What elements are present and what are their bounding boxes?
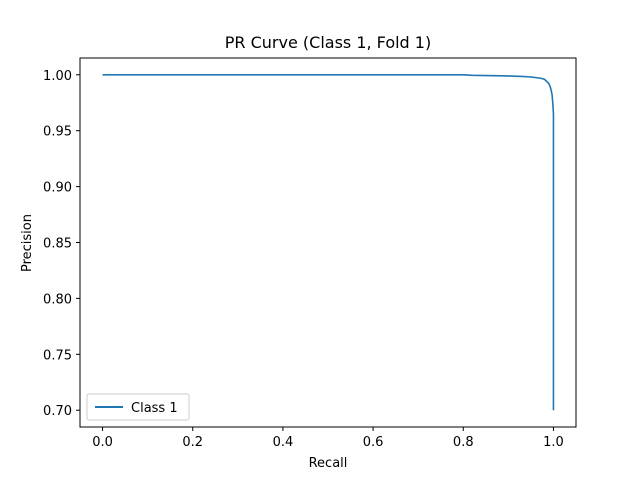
x-tick-label: 0.4 — [273, 435, 294, 450]
legend-label-class-1: Class 1 — [131, 401, 178, 416]
y-tick-label: 0.75 — [43, 348, 72, 363]
series-layer — [102, 73, 555, 411]
legend: Class 1 — [86, 393, 190, 421]
plot-area: 0.0 0.2 0.4 0.6 0.8 1.0 0.700.750.800.850.900… — [43, 57, 577, 450]
x-tick-label: 0.8 — [453, 435, 474, 450]
y-tick-label: 1.00 — [43, 69, 72, 84]
y-tick-label: 0.90 — [43, 181, 72, 196]
x-tick-label: 0.2 — [182, 435, 203, 450]
y-tick-label: 0.70 — [43, 404, 72, 419]
x-axis: 0.0 0.2 0.4 0.6 0.8 1.0 — [92, 427, 564, 450]
y-tick-label: 0.80 — [43, 292, 72, 307]
x-axis-title: Recall — [309, 456, 348, 471]
chart-title: PR Curve (Class 1, Fold 1) — [225, 33, 431, 52]
x-tick-label: 0.6 — [363, 435, 384, 450]
x-tick-label: 1.0 — [543, 435, 564, 450]
legend-frame — [86, 393, 190, 421]
y-axis: 0.70 0.75 0.80 0.85 0.90 0.95 1.00 — [43, 69, 80, 419]
series-line-class-1 — [102, 73, 555, 411]
y-tick-label: 0.85 — [43, 237, 72, 252]
y-tick-label: 0.95 — [43, 125, 72, 140]
x-tick-label: 0.0 — [92, 435, 113, 450]
y-axis-title: Precision — [20, 214, 35, 272]
